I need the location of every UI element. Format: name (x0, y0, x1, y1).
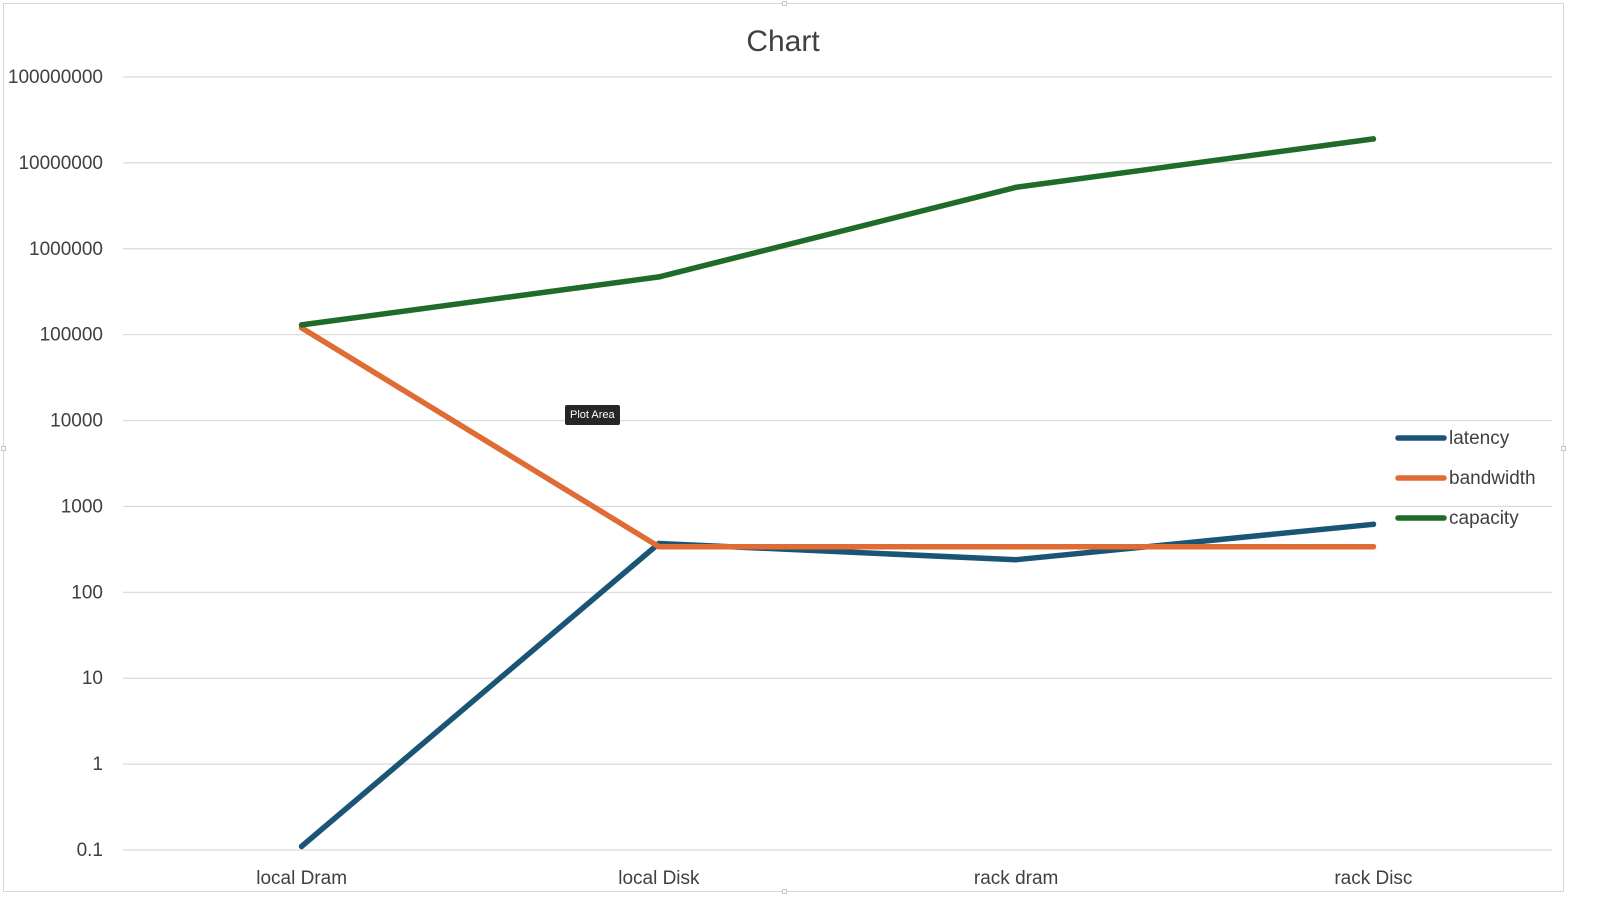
series-capacity[interactable] (298, 136, 1377, 328)
legend-item[interactable]: bandwidth (1395, 468, 1536, 489)
data-point[interactable] (656, 543, 662, 550)
data-point[interactable] (1013, 543, 1019, 550)
y-tick-label: 1000 (61, 496, 103, 517)
resize-handle-right[interactable] (1561, 446, 1566, 451)
y-tick-label: 100000 (40, 325, 103, 346)
y-tick-label: 100000000 (8, 67, 103, 88)
gridlines (123, 76, 1552, 851)
series-line[interactable] (298, 136, 1377, 328)
resize-handle-left[interactable] (1, 446, 6, 451)
data-point[interactable] (1013, 184, 1019, 191)
data-point[interactable] (1370, 543, 1377, 550)
legend-label: latency (1449, 428, 1510, 449)
y-tick-label: 10 (82, 668, 103, 689)
data-point[interactable] (1370, 136, 1377, 142)
legend[interactable]: latency bandwidth capacity (1395, 428, 1536, 529)
data-point[interactable] (1013, 556, 1019, 563)
x-tick-label: local Dram (256, 868, 347, 889)
x-tick-label: local Disk (618, 868, 700, 889)
resize-handle-bottom[interactable] (782, 889, 787, 894)
x-tick-label: rack dram (974, 868, 1058, 889)
series-bandwidth[interactable] (298, 325, 1377, 550)
legend-item[interactable]: capacity (1395, 508, 1519, 529)
x-tick-label: rack Disc (1334, 868, 1412, 889)
chart-area[interactable] (1, 1, 1566, 894)
y-tick-label: 0.1 (77, 840, 103, 861)
data-point[interactable] (298, 322, 305, 328)
y-axis-labels[interactable]: 0.1 1 10 100 1000 10000 100000 1000000 10000000 1… (8, 67, 103, 861)
y-tick-label: 1000000 (29, 239, 103, 260)
y-tick-label: 100 (71, 582, 103, 603)
plot-area-tooltip: Plot Area (565, 405, 620, 425)
y-tick-label: 1 (92, 754, 103, 775)
chart-title[interactable]: Chart (746, 25, 820, 58)
series-latency[interactable] (298, 521, 1377, 850)
y-tick-label: 10000000 (18, 153, 103, 174)
plot-area[interactable] (298, 136, 1377, 850)
resize-handle-top[interactable] (782, 1, 787, 6)
data-point[interactable] (298, 843, 305, 850)
series-line[interactable] (298, 325, 1377, 550)
series-line[interactable] (298, 521, 1377, 850)
x-axis-labels[interactable]: local Dram local Disk rack dram rack Disc (256, 868, 1412, 889)
legend-label: bandwidth (1449, 468, 1536, 489)
data-point[interactable] (656, 274, 662, 280)
y-tick-label: 10000 (50, 411, 103, 432)
legend-label: capacity (1449, 508, 1519, 529)
legend-item[interactable]: latency (1395, 428, 1510, 449)
data-point[interactable] (1370, 521, 1377, 528)
